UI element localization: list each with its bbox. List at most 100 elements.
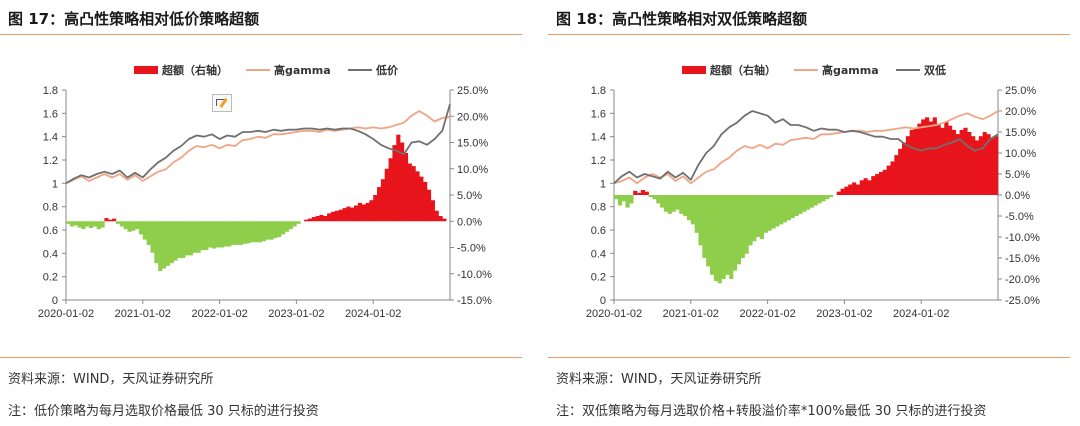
left-tick-label: 1.2 [43,155,58,167]
excess-bar [890,161,895,195]
excess-bar [373,195,378,222]
excess-bar [350,207,355,222]
excess-bar [162,221,167,269]
excess-bar [740,195,745,258]
excess-bar [165,221,170,266]
excess-bar [215,221,220,248]
legend-label: 高gamma [274,63,331,77]
note-text: 注：低价策略为每月选取价格最低 30 只标的进行投资 [8,404,319,419]
excess-bar [790,195,795,219]
right-tick-label: 10.0% [1005,148,1036,160]
excess-bar [925,117,930,195]
excess-bar [633,190,638,195]
x-tick-label: 2020-01-02 [586,308,642,320]
legend-label: 超额（右轴） [709,63,776,77]
excess-bar [733,195,738,271]
excess-bar [127,221,132,232]
excess-bar [419,176,424,222]
excess-bar [829,195,834,198]
excess-bar [227,221,232,247]
excess-bar [683,195,688,216]
excess-bar [771,195,776,229]
excess-bar [177,221,182,258]
excess-bar [311,217,316,222]
excess-bar [886,165,891,195]
excess-bar [181,221,186,258]
excess-bar [158,221,163,272]
excess-bar [759,195,765,240]
right-tick-label: 15.0% [457,138,488,150]
excess-bar [614,195,619,200]
excess-return-chart: 超额（右轴） 高gamma 低价 0 0.2 0.4 0.6 0.8 1 1.2 1.4 1.6 1.8… [38,63,492,320]
excess-bar [292,221,297,227]
excess-bar [69,221,74,227]
excess-bar [108,219,113,222]
left-tick-label: 1.2 [591,155,606,167]
high-gamma-line [613,110,999,185]
excess-bar [173,221,178,261]
x-tick-label: 2023-01-02 [816,308,872,320]
benchmark-line [613,110,999,184]
excess-bar [986,134,991,195]
left-tick-label: 0.6 [43,225,58,237]
excess-bar [304,219,309,222]
excess-bar [898,148,903,195]
excess-bar [96,221,101,230]
excess-bar [794,195,799,216]
excess-bar [208,221,213,248]
left-tick-label: 0.2 [591,272,606,284]
excess-bar [694,195,699,233]
legend-swatch-bar [682,66,706,74]
excess-bar [89,221,94,229]
excess-bar [138,221,144,235]
excess-bar [756,195,761,237]
legend-swatch-bar [134,66,158,74]
right-tick-label: -15.0% [1005,253,1040,265]
footer-divider [0,357,522,358]
edit-icon[interactable] [212,94,232,112]
excess-bar [644,191,649,195]
excess-bar [706,195,711,267]
figure-panel-18: 图 18：高凸性策略相对双低策略超额 超额（右轴） 高gamma 双低 0 0.2 0.4… [548,0,1078,426]
excess-bar [763,195,768,233]
excess-bar [702,195,707,258]
x-tick-label: 2022-01-02 [191,308,247,320]
excess-bar [671,195,676,212]
excess-bar [667,195,672,214]
excess-bar [802,195,807,212]
excess-bar [415,171,420,222]
figure-title: 图 18：高凸性策略相对双低策略超额 [556,10,808,28]
excess-bar [621,195,626,202]
left-tick-label: 1.4 [43,132,58,144]
left-tick-label: 1.4 [591,132,606,144]
left-tick-label: 0.6 [591,225,606,237]
right-tick-label: 5.0% [1005,169,1030,181]
high-gamma-line [65,110,451,185]
excess-bar [798,195,803,214]
left-tick-label: 1.8 [591,85,606,97]
x-tick-label: 2021-01-02 [115,308,171,320]
excess-bar [921,119,926,195]
excess-bar [944,121,949,195]
excess-bar [629,195,634,204]
right-tick-label: 25.0% [1005,85,1036,97]
excess-bar [92,221,98,227]
excess-bar [261,221,266,242]
excess-bar [223,221,228,247]
excess-bar [400,142,405,222]
excess-bar [932,117,937,195]
excess-bar [813,195,818,206]
figure-panel-17: 图 17：高凸性策略相对低价策略超额 超额（右轴） 高gamma 低价 0 0.2 0.4… [0,0,530,426]
excess-bar [748,195,753,246]
left-tick-label: 0.4 [591,248,606,260]
excess-bar [238,221,243,245]
excess-bar [131,221,136,231]
excess-bar [675,195,680,210]
excess-bar [913,127,918,195]
excess-bar [319,214,324,222]
excess-bar [330,211,336,222]
excess-bar [806,195,811,210]
excess-bar [100,221,105,228]
excess-bar [323,216,328,222]
excess-bar [407,163,412,222]
